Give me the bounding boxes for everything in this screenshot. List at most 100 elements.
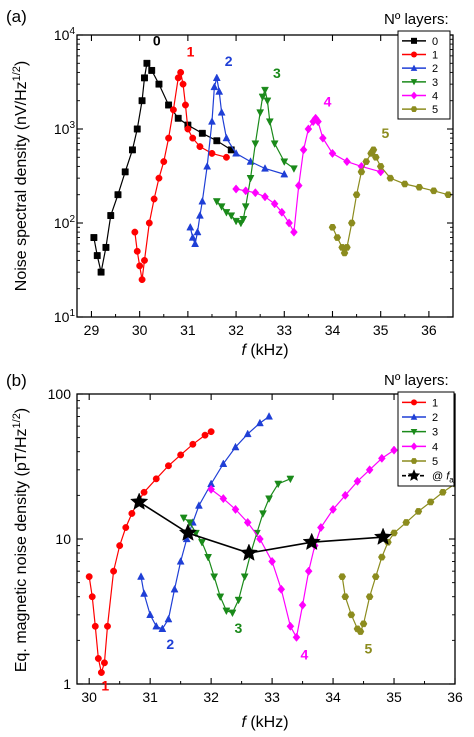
legend-marker-square	[411, 37, 417, 44]
data-point-magenta-diamond	[304, 566, 313, 576]
data-point-magenta-diamond	[390, 445, 398, 455]
data-point-blue-triangle-up	[195, 211, 204, 219]
data-point-blue-triangle-up	[195, 501, 203, 509]
data-point-blue-triangle-up	[198, 196, 207, 205]
data-point-magenta-diamond	[328, 148, 337, 158]
data-point-magenta-diamond	[290, 227, 298, 237]
legend-marker-diamond	[410, 91, 418, 100]
data-point-black-square	[165, 101, 173, 109]
data-point-black-square	[155, 80, 163, 88]
legend-entry-label: 5	[432, 104, 438, 116]
data-point-green-triangle-down	[222, 607, 231, 616]
data-point-red-circle	[131, 228, 139, 236]
legend-entry-label: 5	[432, 456, 438, 468]
data-point-red-circle	[140, 488, 148, 496]
data-point-magenta-diamond	[243, 517, 252, 528]
x-tick-label: 31	[180, 322, 196, 338]
data-point-black-square	[114, 191, 122, 199]
legend-entry-label: 3	[432, 77, 438, 89]
panel-a-legend-title: Nº layers:	[384, 11, 449, 28]
data-point-blue-triangle-up	[170, 584, 179, 593]
data-point-magenta-diamond	[232, 184, 240, 194]
data-point-green-triangle-down	[280, 158, 289, 166]
legend-marker-circle	[411, 51, 417, 58]
data-point-green-triangle-down	[234, 596, 243, 605]
data-point-blue-triangle-up	[188, 233, 197, 241]
y-tick-label: 101	[54, 308, 76, 325]
data-point-green-triangle-down	[259, 510, 267, 518]
data-point-red-circle	[136, 262, 144, 270]
legend-box	[397, 30, 451, 120]
x-tick-label: 32	[228, 322, 244, 338]
legend-entry-label: 4	[432, 441, 438, 453]
data-point-red-circle	[150, 195, 158, 203]
data-point-green-triangle-down	[204, 553, 213, 562]
data-point-blue-triangle-up	[243, 429, 252, 438]
data-point-magenta-diamond	[241, 186, 250, 196]
data-point-black-square	[148, 66, 156, 74]
data-point-olive-hexagon	[338, 573, 347, 580]
x-tick-label: 31	[142, 689, 158, 705]
curve-label: 4	[324, 93, 332, 109]
data-point-blue-triangle-up	[158, 624, 167, 632]
data-point-magenta-diamond	[298, 600, 307, 610]
data-point-red-circle	[174, 74, 182, 82]
data-point-black-star	[302, 532, 321, 551]
data-point-magenta-diamond	[270, 199, 279, 209]
data-point-black-square	[128, 146, 136, 154]
data-point-blue-triangle-up	[231, 442, 240, 451]
y-tick-label: 1	[63, 676, 71, 692]
legend-entry-label: 3	[432, 427, 438, 439]
legend-entry-label: 0	[432, 36, 438, 48]
data-point-magenta-diamond	[277, 584, 286, 594]
legend-marker-triangle-up	[410, 413, 418, 420]
data-point-magenta-diamond	[256, 534, 264, 544]
data-point-olive-hexagon	[333, 234, 342, 241]
data-point-magenta-diamond	[299, 145, 308, 155]
data-point-red-circle	[104, 622, 111, 630]
legend-marker-circle	[411, 399, 417, 406]
data-point-magenta-diamond	[278, 207, 286, 217]
legend-entry-label: @ fa	[432, 471, 454, 485]
data-point-black-square	[143, 59, 151, 67]
data-point-magenta-diamond	[314, 117, 322, 127]
data-point-olive-hexagon	[414, 508, 423, 515]
data-point-green-triangle-down	[265, 495, 273, 503]
data-point-red-circle	[133, 247, 141, 255]
panel-a-x-ticks: 29 30 31 32 33 34 35 36	[84, 35, 437, 338]
data-point-blue-triangle-up	[208, 117, 216, 125]
data-point-red-circle	[88, 593, 96, 601]
y-tick-label: 10	[55, 531, 71, 547]
series-magenta-line	[235, 117, 381, 235]
x-tick-label: 33	[276, 322, 292, 338]
data-point-red-circle	[182, 101, 189, 109]
legend-marker-triangle-down	[410, 428, 418, 436]
data-point-green-triangle-down	[210, 573, 219, 582]
data-point-blue-triangle-up	[210, 82, 219, 91]
x-tick-label: 34	[325, 689, 341, 705]
legend-marker-diamond	[410, 442, 418, 451]
curve-label: 3	[273, 65, 281, 81]
data-point-black-star	[130, 492, 149, 510]
curve-label: 1	[101, 678, 109, 694]
data-point-magenta-diamond	[353, 476, 362, 486]
data-point-blue-triangle-up	[219, 459, 228, 467]
data-point-green-triangle-down	[270, 140, 279, 148]
data-point-olive-hexagon	[426, 498, 435, 506]
data-point-magenta-diamond	[329, 504, 337, 514]
panel-b-plot-area	[85, 412, 455, 676]
data-point-red-circle	[110, 567, 118, 575]
panel-a-legend: 0 12 3 45	[397, 30, 451, 120]
data-point-black-square	[198, 129, 206, 137]
legend-marker-hexagon	[410, 106, 418, 113]
panel-a-curve-labels: 0 1 2 3 4 5	[153, 32, 390, 141]
data-point-blue-triangle-up	[212, 73, 221, 81]
data-point-green-triangle-down	[256, 109, 265, 117]
data-point-magenta-diamond	[268, 556, 276, 567]
data-point-green-triangle-down	[251, 140, 260, 148]
data-point-green-triangle-down	[246, 175, 255, 183]
curve-label: 5	[365, 641, 373, 657]
data-point-magenta-diamond	[376, 167, 385, 177]
data-point-red-circle	[222, 153, 230, 161]
